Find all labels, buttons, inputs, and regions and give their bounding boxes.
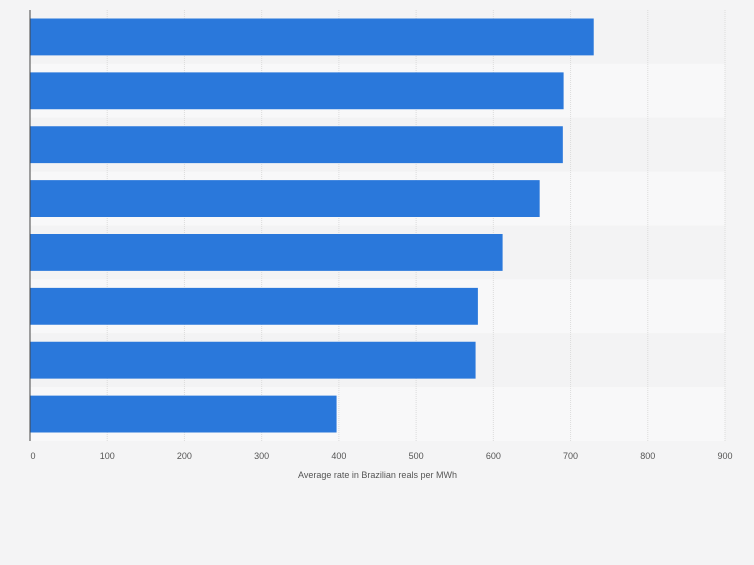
x-tick-label: 400 bbox=[331, 451, 346, 461]
x-tick-label: 600 bbox=[486, 451, 501, 461]
x-tick-label: 0 bbox=[30, 451, 35, 461]
x-tick-label: 500 bbox=[409, 451, 424, 461]
x-tick-label: 100 bbox=[100, 451, 115, 461]
x-tick-label: 900 bbox=[717, 451, 732, 461]
x-tick-label: 300 bbox=[254, 451, 269, 461]
x-tick-label: 200 bbox=[177, 451, 192, 461]
x-tick-labels: 0 100 200 300 400 500 600 700 800 900 bbox=[30, 451, 732, 461]
bar[interactable] bbox=[30, 126, 563, 164]
x-axis-title: Average rate in Brazilian reals per MWh bbox=[298, 470, 457, 480]
x-tick-label: 700 bbox=[563, 451, 578, 461]
bar[interactable] bbox=[30, 341, 476, 379]
bar[interactable] bbox=[30, 72, 564, 110]
bar[interactable] bbox=[30, 395, 337, 433]
bar[interactable] bbox=[30, 234, 503, 271]
bar[interactable] bbox=[30, 18, 594, 56]
x-tick-label: 800 bbox=[640, 451, 655, 461]
bar[interactable] bbox=[30, 180, 540, 217]
bars bbox=[30, 18, 594, 433]
bar[interactable] bbox=[30, 287, 478, 325]
